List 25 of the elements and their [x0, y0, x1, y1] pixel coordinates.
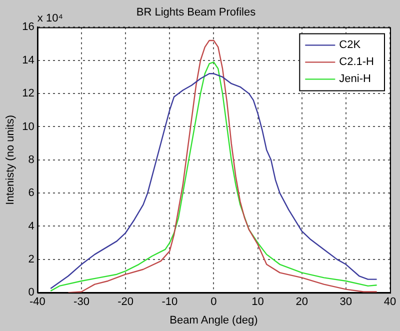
- legend-label: C2K: [339, 39, 362, 52]
- y-tick-label: 6: [28, 187, 34, 200]
- y-tick-label: 16: [22, 21, 34, 34]
- legend-label: C2.1-H: [339, 56, 374, 68]
- x-tick-label: 40: [384, 296, 396, 308]
- x-tick-label: -10: [162, 296, 178, 308]
- x-tick-label: -30: [74, 296, 90, 308]
- y-tick-label: 10: [22, 120, 34, 133]
- y-tick-label: 14: [22, 54, 34, 66]
- chart-title: BR Lights Beam Profiles: [136, 6, 256, 19]
- x-tick-label: 20: [296, 296, 308, 308]
- x-tick-label: 10: [252, 296, 264, 308]
- x-axis-title: Beam Angle (deg): [170, 314, 258, 326]
- x-tick-label: -40: [29, 296, 46, 308]
- legend-label: Jeni-H: [339, 73, 371, 86]
- y-tick-label: 0: [28, 286, 34, 299]
- y-tick-label: 4: [28, 220, 34, 232]
- text: x 10⁴: [37, 12, 64, 25]
- x-tick-label: 30: [340, 296, 352, 308]
- y-axis-title: Intenisty (no units): [4, 114, 17, 205]
- y-tick-label: 12: [22, 88, 34, 100]
- x-tick-label: 0: [210, 296, 217, 308]
- x-tick-label: -20: [118, 296, 134, 308]
- y-tick-label: 8: [28, 154, 34, 166]
- y-tick-label: 2: [28, 253, 34, 266]
